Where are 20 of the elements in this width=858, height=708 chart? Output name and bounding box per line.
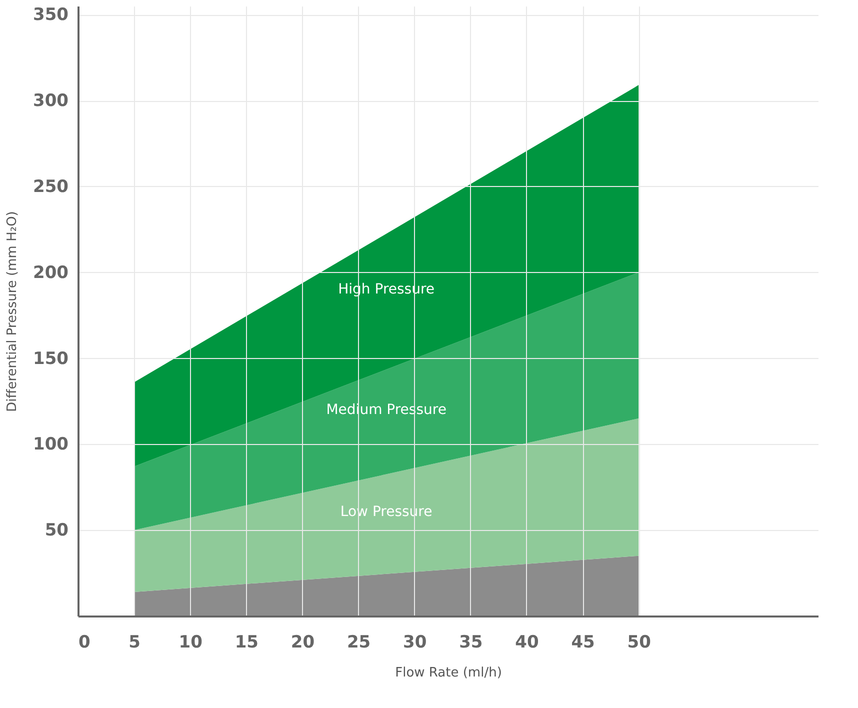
x-tick-label: 40 (515, 632, 539, 652)
y-tick-label: 100 (33, 434, 69, 455)
x-tick-label: 10 (178, 632, 203, 652)
x-tick-label: 45 (571, 632, 595, 652)
x-axis-title: Flow Rate (ml/h) (395, 666, 502, 680)
x-tick-label: 0 (78, 632, 90, 652)
x-tick-label: 15 (234, 632, 259, 652)
x-tick-label: 30 (403, 632, 427, 652)
x-tick-label: 20 (290, 632, 315, 652)
y-tick-label: 200 (33, 262, 69, 283)
y-axis-title: Differential Pressure (mm H₂O) (5, 211, 20, 412)
y-tick-label: 250 (33, 176, 69, 197)
y-tick-label: 300 (33, 91, 69, 112)
x-tick-label: 5 (128, 632, 140, 652)
x-tick-label: 50 (627, 632, 652, 652)
y-tick-label: 50 (44, 520, 69, 541)
y-tick-label: 350 (33, 5, 69, 26)
x-tick-label: 25 (346, 632, 371, 652)
y-tick-label: 150 (33, 348, 69, 369)
x-tick-label: 35 (459, 632, 483, 652)
